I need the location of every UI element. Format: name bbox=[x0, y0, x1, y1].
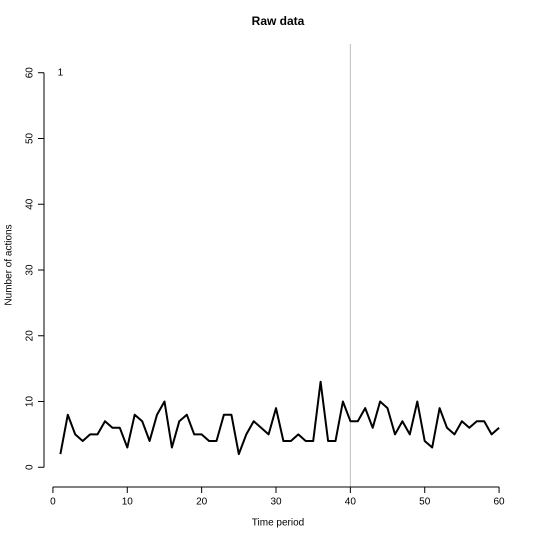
y-axis-label: Number of actions bbox=[4, 224, 15, 305]
chart-title: Raw data bbox=[252, 14, 305, 28]
y-tick-label: 60 bbox=[25, 67, 36, 79]
x-tick-label: 30 bbox=[270, 497, 282, 508]
y-tick-label: 20 bbox=[25, 330, 36, 342]
x-tick-label: 0 bbox=[50, 497, 56, 508]
y-tick-label: 40 bbox=[25, 198, 36, 210]
y-tick-label: 0 bbox=[25, 464, 36, 470]
y-tick-label: 10 bbox=[25, 396, 36, 408]
y-tick-label: 50 bbox=[25, 132, 36, 144]
x-tick-label: 10 bbox=[122, 497, 134, 508]
x-tick-label: 20 bbox=[196, 497, 208, 508]
data-line bbox=[59, 380, 500, 456]
annotation: 1 bbox=[58, 67, 64, 78]
y-tick-label: 30 bbox=[25, 264, 36, 276]
x-axis-label: Time period bbox=[252, 518, 304, 529]
x-tick-label: 50 bbox=[419, 497, 431, 508]
x-tick-label: 60 bbox=[494, 497, 506, 508]
x-tick-label: 40 bbox=[345, 497, 357, 508]
